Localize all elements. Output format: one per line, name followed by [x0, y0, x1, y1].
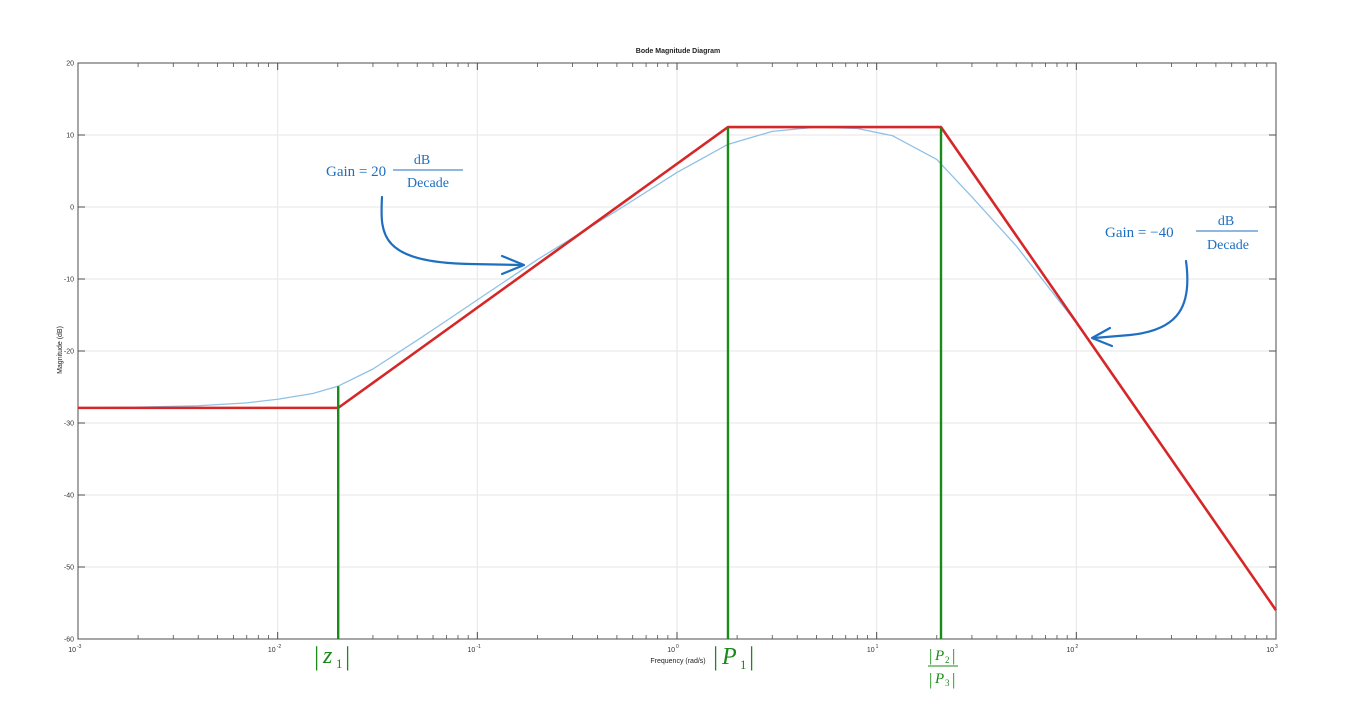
y-tick-label: -50	[64, 565, 74, 572]
y-tick-label: -10	[64, 277, 74, 284]
x-tick-label: 10	[468, 647, 476, 654]
svg-text:|: |	[749, 642, 754, 671]
y-tick-label: 10	[66, 133, 74, 140]
p3-subscript: 3	[945, 678, 950, 688]
gain-right-arrow	[1092, 259, 1189, 340]
tick-layer: 10 -3 10 -2 10 -1 10 0 10 1 10 2 10 320100-10-20-30-4…	[64, 61, 1278, 655]
svg-text:|: |	[952, 670, 955, 689]
marker-layer	[337, 127, 943, 639]
y-tick-label: 20	[66, 61, 74, 68]
z1-symbol: z	[322, 643, 333, 669]
y-tick-label: 0	[70, 205, 74, 212]
y-axis-label: Magnitude (dB)	[57, 326, 64, 374]
svg-text:|: |	[929, 670, 932, 689]
svg-text:|: |	[929, 646, 932, 665]
p2-subscript: 2	[945, 655, 950, 665]
y-tick-label: -60	[64, 637, 74, 644]
gain-left-arrowhead	[500, 254, 526, 276]
x-tick-label: 10	[1067, 647, 1075, 654]
y-tick-label: -40	[64, 493, 74, 500]
p1-label: | P 1 |	[713, 642, 754, 672]
x-tick-label: 10	[667, 647, 675, 654]
y-tick-label: -30	[64, 421, 74, 428]
grid-layer	[77, 62, 1277, 640]
z1-label: | z 1 |	[314, 642, 350, 671]
svg-text:|: |	[713, 642, 718, 671]
x-tick-label: 10	[268, 647, 276, 654]
x-tick-exponent: 3	[1275, 644, 1278, 650]
x-tick-exponent: -1	[476, 644, 481, 650]
gain-right-numerator: dB	[1218, 214, 1234, 229]
x-axis-label: Frequency (rad/s)	[650, 658, 705, 665]
arrow-layer	[380, 195, 1189, 348]
x-tick-exponent: -3	[77, 644, 82, 650]
svg-text:|: |	[345, 642, 350, 671]
exact-magnitude-line	[77, 126, 1277, 611]
gain-left-numerator: dB	[414, 153, 430, 168]
p1-symbol: P	[721, 644, 737, 670]
gain-left-arrow	[380, 195, 524, 267]
x-tick-label: 10	[68, 647, 76, 654]
gain-annotation-right: Gain = −40 dB Decade	[1105, 214, 1258, 253]
gain-left-prefix: Gain = 20	[326, 164, 386, 180]
gain-right-denominator: Decade	[1207, 238, 1249, 253]
gain-right-arrowhead	[1090, 326, 1114, 348]
x-tick-exponent: -2	[277, 644, 282, 650]
p1-subscript: 1	[740, 657, 747, 672]
p2-symbol: P	[934, 648, 944, 664]
x-tick-exponent: 2	[1075, 644, 1078, 650]
z1-subscript: 1	[336, 656, 343, 671]
x-tick-exponent: 0	[676, 644, 679, 650]
p3-symbol: P	[934, 671, 944, 687]
gain-annotation-left: Gain = 20 dB Decade	[326, 153, 463, 191]
y-tick-label: -20	[64, 349, 74, 356]
x-tick-exponent: 1	[876, 644, 879, 650]
svg-text:|: |	[952, 646, 955, 665]
chart-title: Bode Magnitude Diagram	[636, 48, 720, 55]
p2-p3-label: | P 2 | | P 3 |	[928, 646, 958, 689]
x-tick-label: 10	[867, 647, 875, 654]
svg-text:|: |	[314, 642, 319, 671]
gain-left-denominator: Decade	[407, 176, 449, 191]
gain-right-prefix: Gain = −40	[1105, 225, 1174, 241]
x-tick-label: 10	[1266, 647, 1274, 654]
